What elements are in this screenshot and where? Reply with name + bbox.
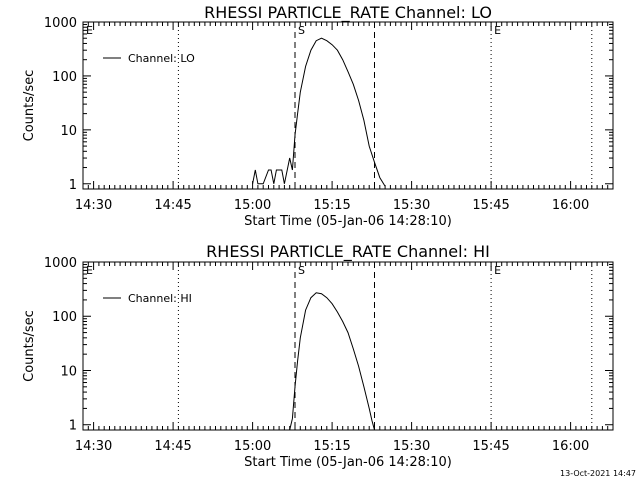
x-tick-label: 15:00 (234, 439, 271, 454)
y-axis-label: Counts/sec (22, 70, 37, 142)
x-tick-label: 14:30 (75, 198, 112, 213)
y-tick-label: 10 (60, 124, 77, 139)
series-line (289, 292, 375, 430)
x-tick-label: 16:00 (552, 198, 589, 213)
y-tick-label: 100 (52, 70, 77, 85)
x-tick-label: 14:45 (154, 198, 191, 213)
legend-label: Channel: HI (128, 292, 192, 305)
y-tick-label: 1000 (44, 256, 77, 271)
x-tick-label: 15:30 (393, 198, 430, 213)
x-tick-label: 15:45 (472, 439, 509, 454)
plot-frame (82, 21, 614, 190)
marker-label: S (298, 264, 305, 277)
legend-label: Channel: LO (128, 52, 195, 65)
y-axis-label: Counts/sec (22, 310, 37, 382)
marker-label: E (86, 264, 93, 277)
marker-label: S (298, 24, 305, 37)
series-line (252, 37, 386, 187)
timestamp-label: 13-Oct-2021 14:47 (560, 469, 636, 478)
y-tick-label: 1 (69, 178, 77, 193)
x-tick-label: 16:00 (552, 439, 589, 454)
x-tick-label: 14:45 (154, 439, 191, 454)
chart-title: RHESSI PARTICLE_RATE Channel: HI (206, 242, 490, 262)
x-tick-label: 15:15 (313, 439, 350, 454)
y-tick-label: 100 (52, 310, 77, 325)
chart-panel-2: RHESSI PARTICLE_RATE Channel: HI 14:30 14:… (22, 242, 614, 470)
x-tick-label: 15:00 (234, 198, 271, 213)
x-tick-label: 15:30 (393, 439, 430, 454)
marker-label: E (86, 24, 93, 37)
y-tick-label: 1 (69, 419, 77, 434)
plot-frame (82, 261, 614, 431)
x-tick-label: 15:15 (313, 198, 350, 213)
chart-panel-1: RHESSI PARTICLE_RATE Channel: LO 14:30 14:… (22, 3, 614, 229)
marker-label: E (494, 264, 501, 277)
y-tick-label: 1000 (44, 16, 77, 31)
y-tick-label: 10 (60, 364, 77, 379)
marker-label: E (494, 24, 501, 37)
x-tick-label: 14:30 (75, 439, 112, 454)
x-tick-label: 15:45 (472, 198, 509, 213)
x-axis-label: Start Time (05-Jan-06 14:28:10) (244, 214, 452, 229)
chart-title: RHESSI PARTICLE_RATE Channel: LO (204, 3, 492, 23)
x-axis-label: Start Time (05-Jan-06 14:28:10) (244, 455, 452, 470)
